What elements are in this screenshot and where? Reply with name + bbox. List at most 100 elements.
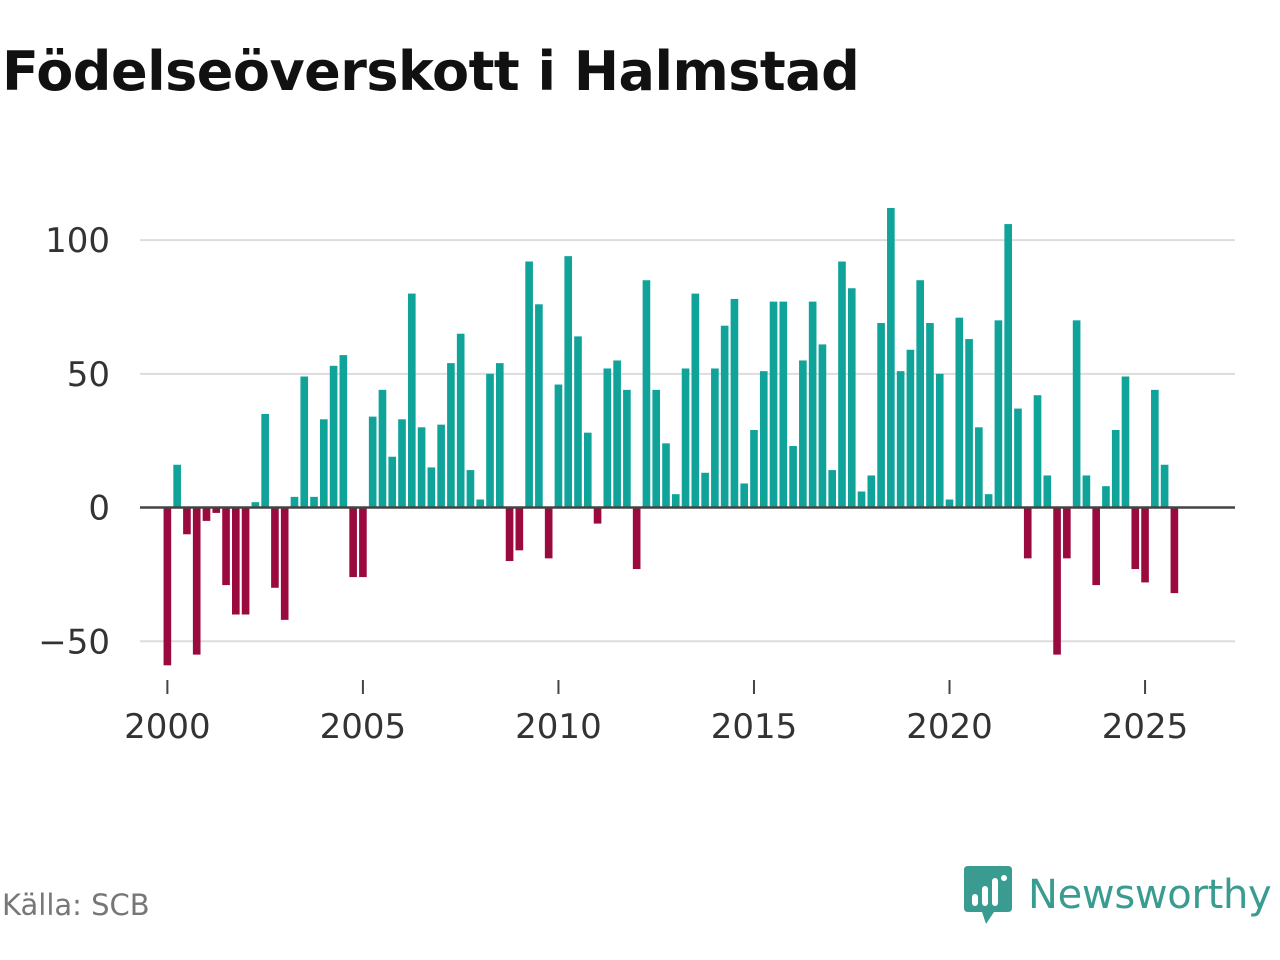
bar [828, 470, 837, 508]
bar [857, 491, 866, 508]
bar [1014, 408, 1022, 508]
bar [955, 317, 964, 508]
bar [466, 470, 475, 508]
bar [681, 368, 690, 508]
bar [241, 507, 250, 615]
bar [701, 472, 709, 508]
bar [1023, 507, 1032, 559]
bar [280, 507, 289, 620]
bar [163, 507, 172, 666]
bar [486, 373, 494, 508]
x-tick-label: 2000 [124, 707, 211, 747]
bar [378, 389, 387, 508]
bar [583, 432, 592, 508]
y-tick-label: 50 [67, 355, 110, 395]
bar [1160, 464, 1169, 508]
bar [202, 507, 211, 521]
bar [623, 389, 631, 508]
bar [1043, 475, 1052, 508]
bar [368, 416, 377, 508]
bar [437, 424, 445, 508]
bar [984, 494, 993, 508]
bar [544, 507, 553, 559]
chart-title: Födelseöverskott i Halmstad [2, 40, 860, 103]
bar [192, 507, 201, 655]
bar [1111, 429, 1120, 508]
bar [388, 456, 397, 508]
bar [1170, 507, 1179, 594]
bar [603, 368, 612, 508]
bar [456, 333, 465, 508]
bar [740, 483, 749, 508]
y-tick-label: −50 [38, 622, 110, 662]
bar [759, 371, 768, 508]
bar [515, 507, 524, 551]
bar [1063, 507, 1071, 559]
bar [359, 507, 367, 578]
bar [417, 427, 426, 508]
bar [1151, 389, 1159, 508]
y-tick-label: 100 [45, 221, 110, 261]
bar [300, 376, 309, 508]
bar [319, 419, 328, 508]
brand-logo[interactable]: Newsworthy [962, 862, 1272, 928]
bar [183, 507, 191, 535]
bar [1141, 507, 1149, 583]
bar [916, 280, 924, 508]
bar [1072, 320, 1081, 508]
bar [945, 499, 954, 508]
bar [652, 389, 661, 508]
bar [867, 475, 876, 508]
x-tick-label: 2010 [515, 707, 602, 747]
bar [232, 507, 240, 615]
bar [535, 304, 543, 508]
bar [564, 256, 573, 508]
bars [163, 208, 1179, 666]
bar [779, 301, 788, 508]
bar [613, 360, 621, 508]
bar [251, 502, 260, 508]
bar [994, 320, 1003, 508]
bar [554, 384, 563, 508]
bar [505, 507, 514, 562]
bar [711, 368, 719, 508]
bar [476, 499, 485, 508]
bar [447, 363, 455, 508]
bar [847, 288, 856, 508]
source-note: Källa: SCB [2, 888, 150, 922]
bar [632, 507, 641, 570]
bar [310, 496, 318, 508]
bar [398, 419, 406, 508]
x-tick-label: 2005 [320, 707, 407, 747]
bar [349, 507, 357, 578]
bar [691, 293, 700, 508]
bar [906, 349, 915, 508]
bar [838, 261, 846, 508]
bar [495, 363, 504, 508]
bar [1004, 224, 1012, 508]
bar [808, 301, 817, 508]
bar [935, 373, 944, 508]
bar [290, 496, 299, 508]
bar [769, 301, 778, 508]
bar [887, 208, 895, 508]
bar [877, 323, 885, 508]
bar [427, 467, 436, 508]
bar [271, 507, 279, 588]
bar [407, 293, 416, 508]
bar [926, 323, 934, 508]
x-tick-label: 2015 [711, 707, 798, 747]
y-axis: 100 50 0 −50 [38, 221, 110, 662]
bar [750, 429, 758, 508]
bar [261, 413, 269, 508]
bar [975, 427, 983, 508]
bar [896, 371, 905, 508]
bar [339, 355, 348, 508]
bar [720, 325, 729, 508]
bar [799, 360, 807, 508]
bar [1092, 507, 1100, 586]
x-axis: 2000 2005 2010 2015 2020 2025 [124, 680, 1188, 747]
bar [222, 507, 230, 586]
bar [173, 464, 181, 508]
x-tick-label: 2020 [906, 707, 993, 747]
